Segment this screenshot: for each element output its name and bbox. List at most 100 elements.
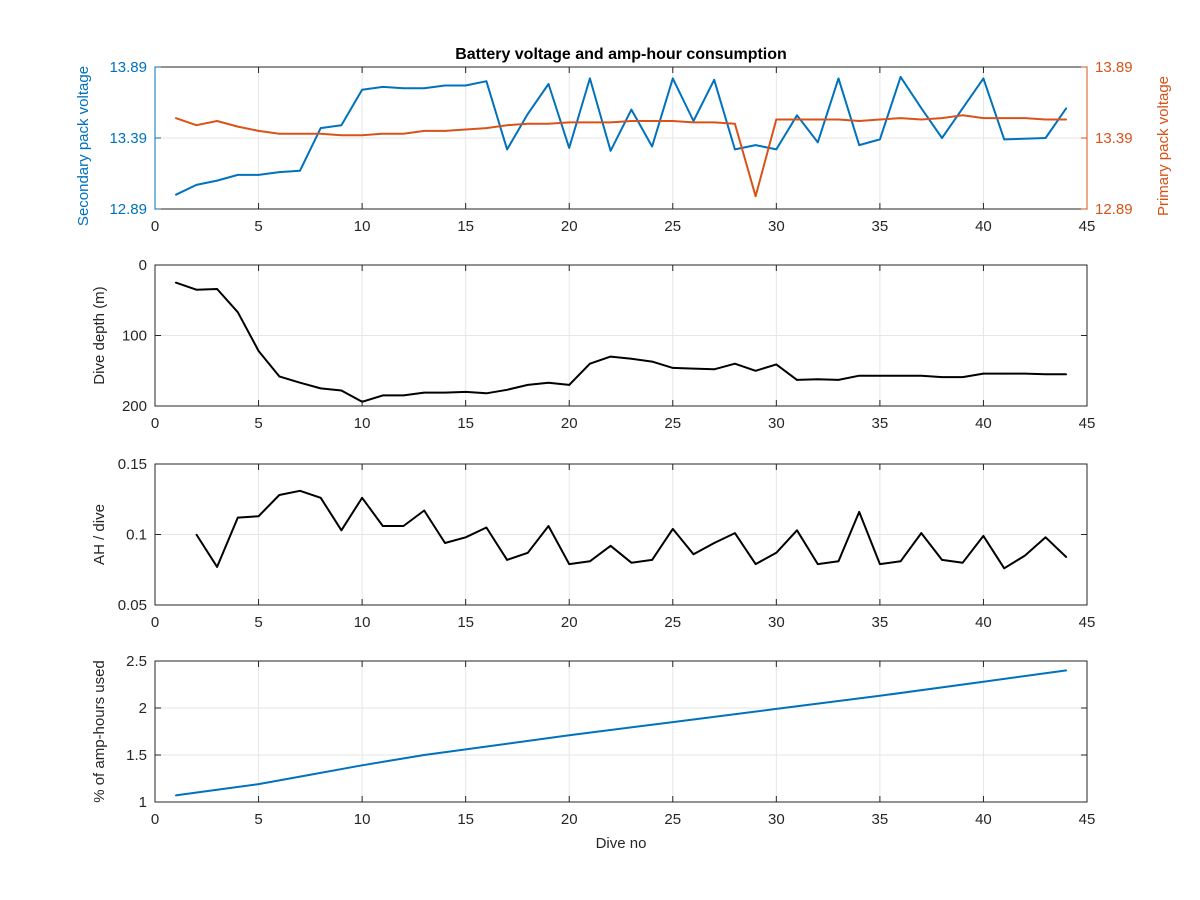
y-axis-label: AH / dive: [91, 504, 108, 565]
data-point: [1044, 536, 1047, 539]
data-point: [920, 374, 923, 377]
y-axis-label: % of amp-hours used: [91, 660, 108, 803]
data-point: [899, 374, 902, 377]
data-point: [1003, 117, 1005, 119]
dive-depth-panel: 0 5 10 15 20 25 30 35 40 45 0 100 200 Dive depth (m): [91, 257, 1095, 432]
x-tick-label: 40: [975, 415, 992, 432]
data-point: [340, 134, 343, 136]
data-point: [879, 695, 881, 697]
data-point: [423, 754, 426, 756]
data-point: [961, 376, 964, 378]
data-point: [464, 84, 467, 87]
data-point: [817, 378, 819, 381]
data-point: [340, 389, 343, 392]
data-point: [319, 132, 322, 135]
data-point: [982, 117, 985, 119]
data-point: [361, 497, 363, 499]
y-tick-label: 1: [139, 794, 147, 811]
data-point: [630, 108, 633, 111]
data-point: [879, 118, 881, 121]
x-tick-label: 10: [354, 614, 371, 631]
data-point: [257, 130, 260, 132]
data-point: [754, 563, 757, 565]
data-point: [672, 120, 674, 122]
x-tick-label: 15: [457, 811, 474, 828]
data-point: [278, 132, 281, 135]
data-point: [257, 174, 260, 176]
data-point: [692, 121, 695, 124]
data-point: [444, 542, 446, 544]
data-point: [837, 379, 840, 381]
data-point: [817, 563, 819, 565]
x-tick-label: 25: [664, 415, 681, 432]
y-tick-label: 100: [122, 328, 147, 345]
x-tick-label: 5: [254, 614, 262, 631]
data-point: [858, 144, 860, 146]
data-point: [775, 118, 778, 121]
data-point: [527, 552, 529, 554]
data-point: [1044, 118, 1047, 121]
data-point: [672, 77, 674, 80]
data-line: [175, 281, 1067, 403]
data-point: [237, 311, 239, 314]
data-point: [402, 394, 405, 397]
data-point: [609, 121, 612, 124]
data-point: [382, 86, 384, 88]
x-tick-label: 30: [768, 218, 785, 235]
data-point: [1003, 138, 1005, 141]
data-point: [651, 145, 653, 148]
data-point: [361, 764, 363, 767]
data-point: [858, 120, 860, 122]
x-tick-label: 35: [872, 218, 889, 235]
data-point: [920, 118, 923, 121]
x-tick-label: 10: [354, 218, 371, 235]
y-tick-label: 0.1: [126, 527, 147, 544]
data-point: [899, 560, 902, 563]
data-point: [609, 150, 612, 152]
data-point: [319, 127, 322, 129]
x-tick-label: 0: [151, 811, 159, 828]
data-point: [775, 708, 778, 710]
data-point: [527, 113, 529, 115]
data-point: [1065, 669, 1068, 672]
data-point: [444, 130, 446, 132]
data-point: [941, 137, 943, 139]
data-point: [423, 509, 426, 512]
data-point: [402, 132, 405, 135]
data-point: [319, 387, 322, 390]
x-axis-label: Dive no: [596, 835, 647, 852]
data-point: [340, 529, 343, 532]
data-point: [920, 532, 923, 534]
data-point: [941, 559, 943, 561]
data-point: [506, 559, 508, 561]
data-point: [506, 389, 508, 391]
data-point: [568, 563, 570, 565]
data-point: [651, 120, 653, 122]
x-tick-label: 0: [151, 218, 159, 235]
data-point: [444, 84, 446, 87]
data-point: [1003, 567, 1005, 570]
data-point: [299, 132, 301, 135]
y-tick-label: 0.05: [118, 597, 147, 614]
data-point: [237, 125, 239, 128]
data-point: [920, 107, 923, 109]
data-point: [423, 391, 426, 394]
data-point: [982, 680, 985, 683]
x-tick-label: 35: [872, 614, 889, 631]
data-point: [1024, 372, 1026, 375]
data-point: [630, 561, 633, 564]
data-point: [941, 376, 943, 378]
data-point: [237, 174, 239, 176]
data-point: [382, 525, 384, 527]
y-right-tick-label: 13.39: [1095, 130, 1133, 147]
data-point: [692, 367, 695, 370]
data-point: [402, 87, 405, 90]
y-tick-label: 2.5: [126, 653, 147, 670]
x-tick-label: 15: [457, 218, 474, 235]
data-point: [485, 127, 488, 129]
data-point: [278, 375, 281, 378]
y-tick-label: 1.5: [126, 747, 147, 764]
data-point: [817, 141, 819, 144]
data-point: [837, 77, 840, 80]
